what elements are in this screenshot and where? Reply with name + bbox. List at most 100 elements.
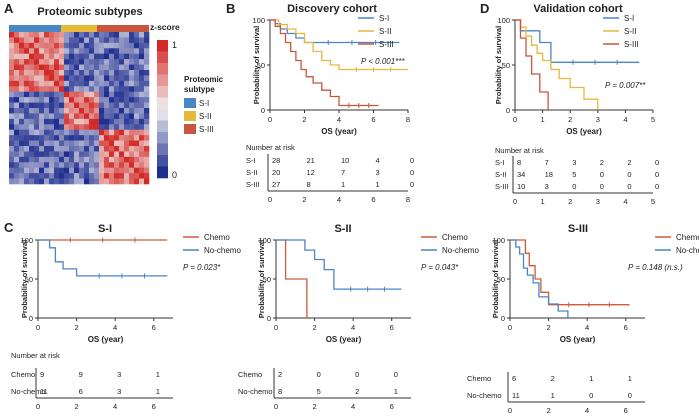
heatmap-cell (54, 53, 60, 60)
heatmap-cell (139, 173, 145, 179)
heatmap-cell (134, 102, 140, 109)
heatmap-cell (79, 135, 85, 141)
heatmap-cell (74, 151, 80, 158)
x-axis-label: OS (year) (326, 335, 362, 344)
heatmap-cell (119, 37, 125, 44)
risk-value: 3 (545, 182, 549, 191)
risk-timepoint: 2 (546, 406, 550, 415)
heatmap-cell (64, 156, 70, 163)
legend-label: Chemo (442, 233, 468, 242)
panel-a: A Proteomic subtypes z-score 1 0 Proteomicsub… (4, 1, 224, 185)
heatmap-cell (114, 140, 120, 147)
heatmap-cell (54, 167, 60, 174)
heatmap-cell (124, 42, 130, 49)
heatmap-cell (144, 75, 150, 82)
risk-timepoint: 0 (513, 197, 517, 206)
heatmap-cell (89, 167, 95, 174)
y-tick-label: 0 (506, 106, 510, 115)
risk-table: S-I 8 7 3 2 2 0S-II 34 18 5 0 0 0S-III 10 3 0 0 0 00 1 2 3 4 5 (495, 156, 659, 206)
heatmap-cell (104, 32, 110, 38)
heatmap-cell (94, 70, 100, 76)
heatmap-cell (84, 162, 90, 169)
heatmap-cell (114, 129, 120, 136)
heatmap-cell (89, 42, 95, 49)
heatmap-cell (134, 151, 140, 158)
heatmap-cell (104, 167, 110, 174)
legend-swatch-s-i (184, 98, 196, 108)
heatmap-cell (29, 32, 35, 38)
heatmap-cell (134, 124, 140, 131)
heatmap-cell (104, 91, 110, 98)
heatmap-cell (14, 59, 20, 65)
heatmap-cell (89, 70, 95, 76)
risk-value: 0 (600, 182, 604, 191)
x-tick-label: 4 (585, 323, 589, 332)
heatmap-cell (79, 124, 85, 131)
heatmap-cell (109, 129, 115, 136)
heatmap-cell (34, 162, 40, 169)
heatmap-cell (64, 97, 70, 103)
heatmap-cell (34, 48, 40, 55)
heatmap-cell (59, 80, 65, 87)
heatmap-cell (39, 37, 45, 44)
heatmap-cell (9, 48, 15, 55)
heatmap-cell (99, 113, 105, 120)
heatmap-cell (59, 135, 65, 141)
heatmap-cell (119, 59, 125, 65)
x-tick-label: 1 (541, 115, 545, 124)
risk-timepoint: 2 (74, 402, 78, 411)
chart-title: Discovery cohort (287, 3, 377, 15)
heatmap-cell (34, 75, 40, 82)
heatmap-cell (104, 48, 110, 55)
risk-value: 21 (307, 156, 315, 165)
heatmap-cell (129, 97, 135, 103)
heatmap-cell (44, 59, 50, 65)
heatmap-cell (119, 80, 125, 87)
heatmap-cell (104, 37, 110, 44)
heatmap-cell (39, 59, 45, 65)
heatmap-cell (104, 140, 110, 147)
heatmap-cell (79, 118, 85, 125)
heatmap-cell (14, 80, 20, 87)
y-tick-label: 50 (502, 61, 510, 70)
heatmap-cell (34, 178, 40, 185)
x-tick-label: 2 (74, 323, 78, 332)
heatmap-cell (74, 140, 80, 147)
risk-value: 0 (572, 182, 576, 191)
heatmap-cell (24, 113, 30, 120)
heatmap-cell (89, 108, 95, 114)
risk-value: 0 (410, 156, 414, 165)
heatmap-cell (64, 32, 70, 38)
heatmap-cell (14, 108, 20, 114)
heatmap-cell (134, 59, 140, 65)
heatmap-cell (124, 151, 130, 158)
risk-timepoint: 4 (585, 406, 589, 415)
heatmap-cell (114, 102, 120, 109)
heatmap-cell (94, 80, 100, 87)
heatmap-cell (44, 156, 50, 163)
heatmap-cell (19, 146, 25, 152)
legend-swatch-s-ii (184, 111, 196, 121)
heatmap-cell (19, 124, 25, 131)
heatmap-cell (39, 70, 45, 76)
heatmap-cell (9, 151, 15, 158)
heatmap-cell (54, 140, 60, 147)
heatmap-cell (44, 37, 50, 44)
risk-timepoint: 4 (351, 402, 355, 411)
heatmap-cell (44, 86, 50, 93)
heatmap-cell (74, 156, 80, 163)
km-curve-chemo (276, 239, 308, 318)
heatmap-cell (114, 156, 120, 163)
heatmap-cell (129, 75, 135, 82)
heatmap-cell (59, 32, 65, 38)
heatmap-cell (89, 146, 95, 152)
heatmap-cell (94, 140, 100, 147)
heatmap-cell (139, 113, 145, 120)
heatmap-cell (129, 113, 135, 120)
heatmap-cell (129, 59, 135, 65)
heatmap-cell (19, 156, 25, 163)
heatmap-cell (134, 118, 140, 125)
y-tick-label: 50 (25, 275, 33, 284)
y-axis-label: Probability of survival (252, 26, 261, 104)
